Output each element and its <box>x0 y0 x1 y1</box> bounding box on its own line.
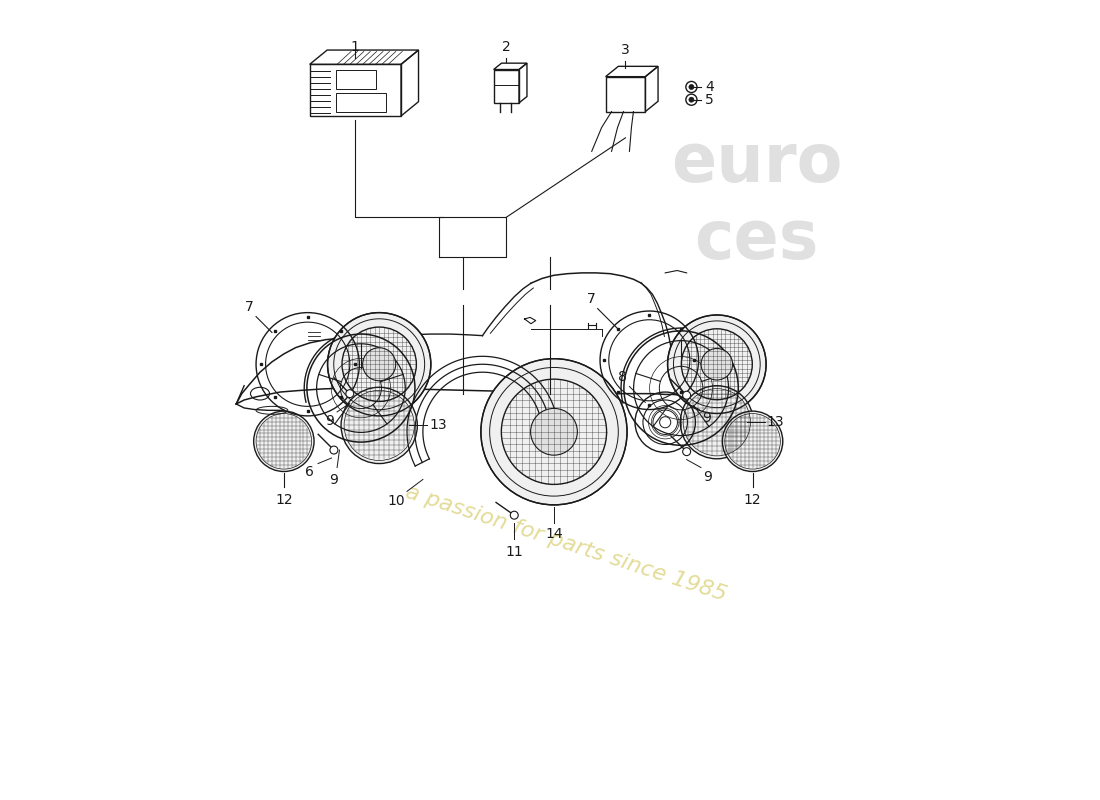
Circle shape <box>680 386 754 458</box>
Circle shape <box>363 348 396 381</box>
Circle shape <box>345 390 354 398</box>
Text: 14: 14 <box>546 527 563 541</box>
Circle shape <box>254 411 315 471</box>
Text: 6: 6 <box>305 465 315 479</box>
Text: 3: 3 <box>621 42 630 57</box>
Circle shape <box>530 408 578 455</box>
Text: 4: 4 <box>705 80 714 94</box>
Text: 12: 12 <box>275 493 293 507</box>
Text: 8: 8 <box>618 370 627 384</box>
Circle shape <box>481 358 627 505</box>
Text: 5: 5 <box>705 93 714 106</box>
Text: 7: 7 <box>586 292 595 306</box>
Circle shape <box>668 315 766 414</box>
Text: 12: 12 <box>744 493 761 507</box>
Circle shape <box>510 511 518 519</box>
Text: 9: 9 <box>703 470 712 484</box>
Text: 9: 9 <box>330 473 339 487</box>
Text: 9: 9 <box>703 411 712 425</box>
Text: 13: 13 <box>767 415 784 430</box>
Circle shape <box>683 448 691 456</box>
Text: 11: 11 <box>505 545 524 558</box>
Circle shape <box>683 391 691 399</box>
Text: 7: 7 <box>245 300 254 314</box>
Text: a passion for parts since 1985: a passion for parts since 1985 <box>403 482 729 605</box>
Text: 1: 1 <box>351 41 360 54</box>
Text: 9: 9 <box>324 414 334 427</box>
Circle shape <box>341 387 417 463</box>
Text: 2: 2 <box>502 41 510 54</box>
Circle shape <box>701 349 733 380</box>
Text: 13: 13 <box>429 418 447 433</box>
Circle shape <box>328 313 431 416</box>
Text: 10: 10 <box>387 494 405 508</box>
Text: euro
ces: euro ces <box>671 130 843 273</box>
Circle shape <box>330 446 338 454</box>
Circle shape <box>689 85 694 90</box>
Circle shape <box>689 97 694 102</box>
Circle shape <box>723 411 783 471</box>
